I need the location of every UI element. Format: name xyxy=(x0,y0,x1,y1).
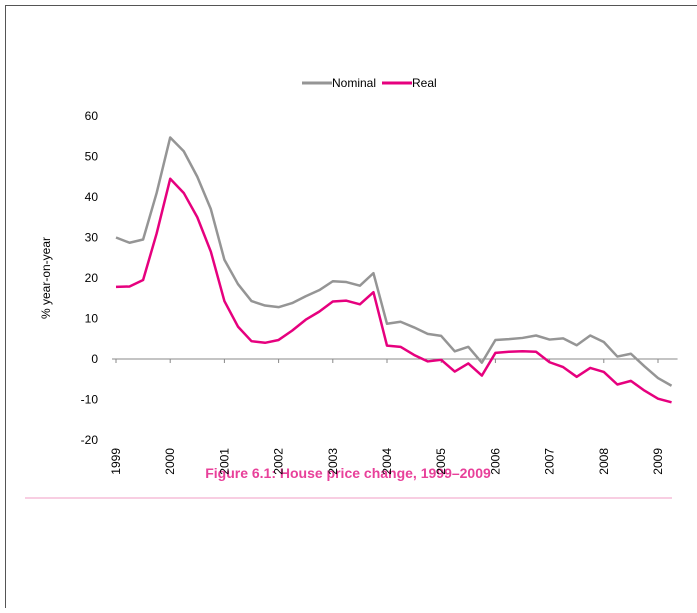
y-tick-label: -20 xyxy=(81,433,99,447)
y-axis-label: % year-on-year xyxy=(39,237,53,319)
frame xyxy=(6,6,697,609)
y-tick-label: 50 xyxy=(85,150,99,164)
legend-label: Nominal xyxy=(332,76,376,90)
y-tick-label: 10 xyxy=(85,312,99,326)
x-tick-label: 2003 xyxy=(326,448,340,475)
series-line xyxy=(116,137,672,385)
series-line xyxy=(116,179,672,403)
y-tick-label: -10 xyxy=(81,393,99,407)
x-tick-label: 2002 xyxy=(272,448,286,475)
x-tick-label: 2008 xyxy=(597,448,611,475)
y-tick-label: 60 xyxy=(85,109,99,123)
x-tick-label: 2000 xyxy=(163,448,177,475)
x-tick-label: 2001 xyxy=(217,448,231,475)
x-tick-label: 2004 xyxy=(380,448,394,475)
legend-label: Real xyxy=(412,76,437,90)
x-tick-label: 2007 xyxy=(543,448,557,475)
y-tick-label: 20 xyxy=(85,271,99,285)
y-tick-label: 40 xyxy=(85,190,99,204)
x-tick-label: 2006 xyxy=(488,448,502,475)
x-tick-label: 1999 xyxy=(109,448,123,475)
y-tick-label: 0 xyxy=(91,352,98,366)
x-tick-label: 2005 xyxy=(434,448,448,475)
x-tick-label: 2009 xyxy=(651,448,665,475)
y-tick-label: 30 xyxy=(85,231,99,245)
